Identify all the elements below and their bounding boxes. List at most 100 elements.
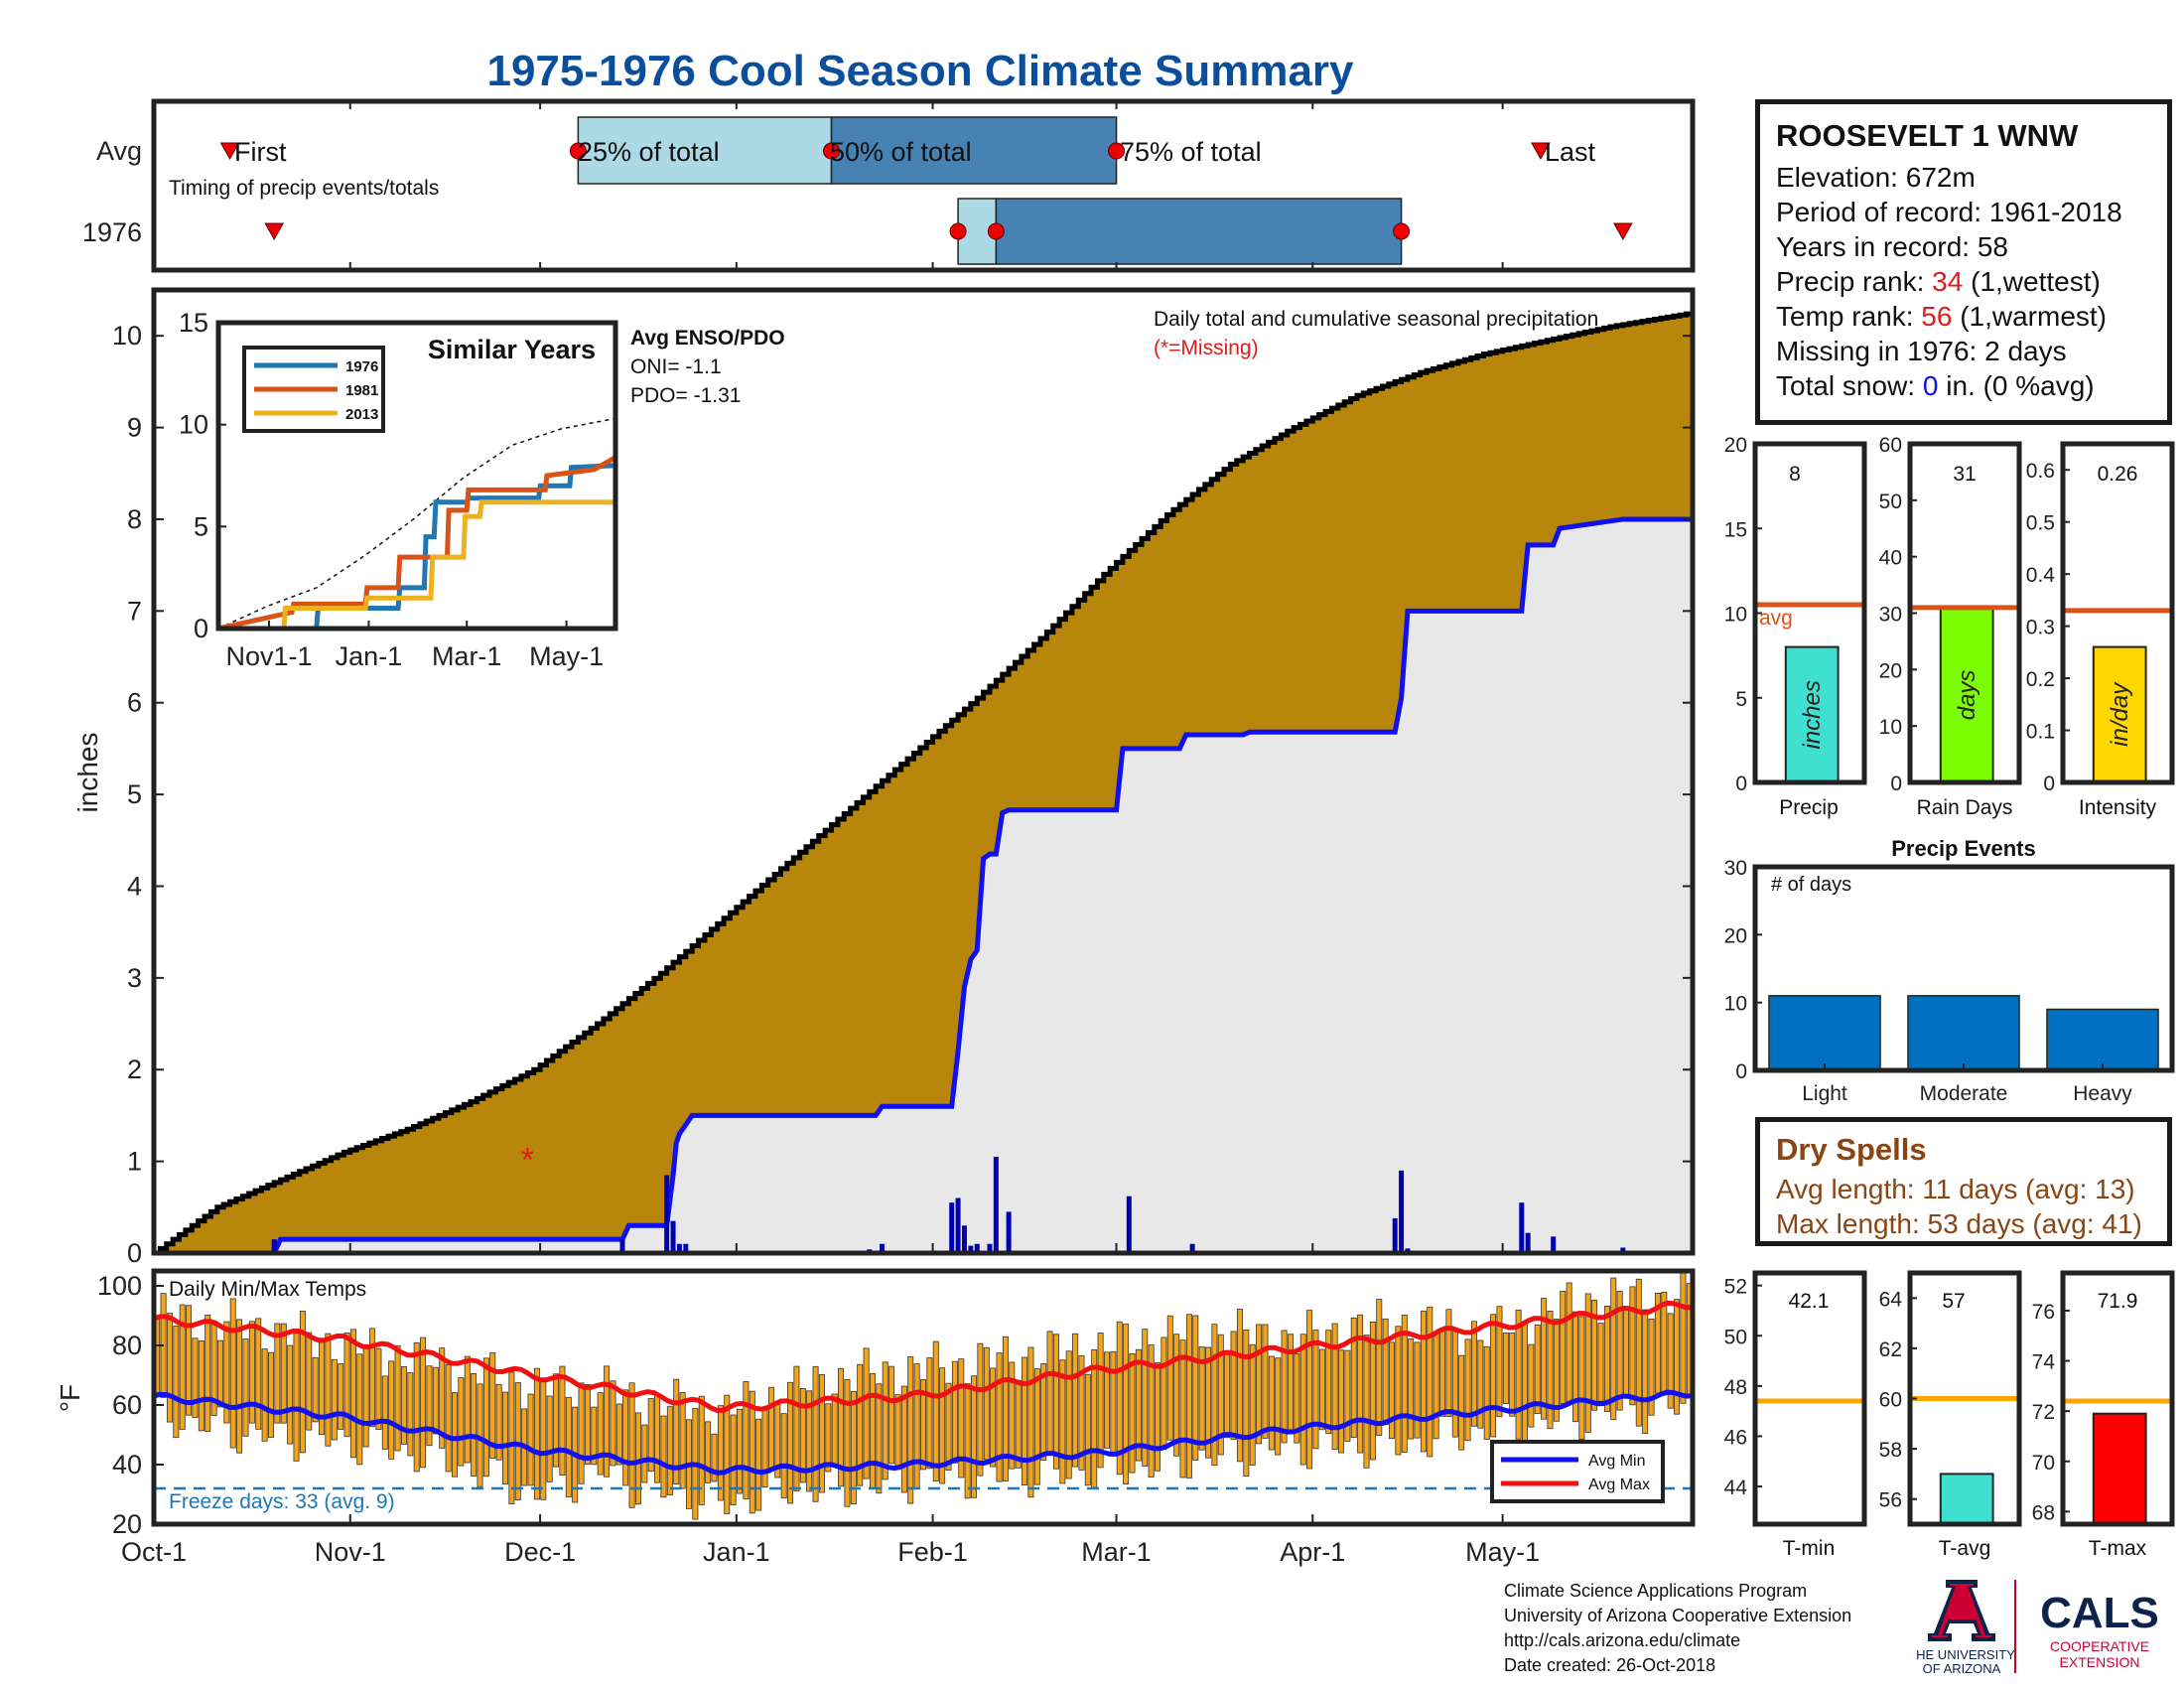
daily-temp-bar-22 [293,1332,300,1462]
daily-temp-bar-239 [1667,1313,1674,1409]
precip-bar-avg-label: avg [1759,607,1793,630]
tmin-bar-panel: 44 46 48 50 52 T-min 42.1 [1724,1270,1867,1560]
daily-temp-bar-196 [1395,1326,1402,1456]
daily-temp-bar-195 [1389,1341,1396,1440]
daily-temp-bar-139 [1033,1368,1040,1485]
daily-temp-bar-78 [647,1398,654,1473]
daily-temp-bar-152 [1116,1321,1123,1476]
daily-temp-bar-193 [1376,1299,1383,1437]
daily-temp-bar-25 [312,1356,319,1423]
tmin-ytick-label-1: 46 [1724,1426,1747,1449]
daily-temp-bar-5 [186,1305,193,1416]
daily-temp-bar-130 [977,1342,984,1477]
daily-temp-bar-204 [1445,1309,1452,1417]
daily-temp-bar-62 [546,1395,553,1482]
precip-value-bar [1784,645,1840,783]
intensity-bar-frame [2060,441,2175,785]
daily-temp-bar-107 [831,1393,838,1468]
tmax-ytick-label-3: 74 [2032,1351,2056,1374]
precip-bar-text: inches [1799,680,1826,749]
daily-temp-bar-217 [1528,1343,1535,1428]
observed-cumulative-area [154,518,1693,1253]
temps-panel: 20 40 60 80 100 Oct-1 Nov-1 Dec-1 Jan-1 Feb-1 Mar-… [55,1268,1696,1567]
tavg-bar-frame [1907,1270,2022,1527]
precip-rank-value: 34 [1932,266,1964,297]
main-ytick-label-10: 10 [112,321,142,351]
station-snow: Total snow: 0 in. (0 %avg) [1776,368,2151,403]
tmin-bar-frame [1752,1270,1867,1527]
daily-temp-bar-86 [698,1395,705,1505]
station-period: Period of record: 1961-2018 [1776,197,2122,227]
daily-temp-bar-124 [939,1367,946,1484]
similar-years-inset: 0 5 10 15 Nov1-1 Jan-1 Mar-1 May-1 Similar Year… [179,308,618,671]
daily-temp-bar-224 [1572,1311,1578,1423]
footer-line-3[interactable]: http://cals.arizona.edu/climate [1504,1630,1741,1650]
daily-temp-bar-89 [717,1405,724,1501]
daily-temp-bar-68 [584,1384,591,1465]
daily-temp-bar-27 [325,1333,332,1447]
daily-temp-bar-100 [787,1381,794,1504]
daily-temp-bar-33 [362,1347,369,1448]
main-ytick-label-1: 1 [127,1147,142,1177]
temps-ylabel: °F [55,1384,85,1412]
precip-rank-suffix: (1,wettest) [1963,266,2101,297]
daily-temp-bar-174 [1256,1324,1263,1445]
daily-temp-bar-30 [343,1333,350,1438]
daily-temp-bar-53 [489,1351,496,1460]
daily-temp-bar-23 [299,1311,306,1454]
precip-ytick-label-2: 10 [1724,604,1747,627]
avg-cumulative-line [154,311,1696,1256]
timing-q75-label: 75% of total [1120,137,1262,167]
rain-days-bar-panel: days 0 10 20 30 40 50 60 Rain Days 31 [1879,434,2022,819]
daily-temp-bar-140 [1040,1362,1047,1461]
daily-temp-bar-161 [1173,1334,1180,1457]
daily-temp-bar-64 [559,1365,566,1477]
tavg-value-bar [1939,1473,1994,1526]
daily-temp-bar-104 [812,1365,819,1502]
intensity-ytick-label-4: 0.4 [2026,564,2056,587]
daily-temp-bar-175 [1262,1324,1269,1439]
daily-temp-bar-191 [1363,1335,1370,1469]
daily-temp-bar-93 [743,1380,750,1500]
main-xtick-label-4: Feb-1 [897,1537,968,1567]
daily-precip-bar-1 [619,1239,625,1253]
daily-temp-bar-147 [1084,1373,1091,1486]
timing-frame [151,98,1696,273]
timing-label-1976: 1976 [82,217,142,247]
daily-temp-bar-17 [261,1348,268,1442]
daily-temp-bar-128 [964,1383,971,1499]
daily-temp-bar-114 [876,1383,883,1494]
tmax-ytick-label-4: 76 [2032,1301,2055,1324]
precip-bar-frame [1752,441,1867,785]
inset-avg-dashed-line [217,417,616,630]
main-xtick-label-3: Jan-1 [703,1537,770,1567]
daily-temp-bar-219 [1541,1298,1548,1420]
daily-temp-bar-70 [597,1392,604,1476]
daily-temp-bar-216 [1521,1321,1528,1445]
daily-temp-bar-172 [1243,1329,1250,1477]
precip-events-ytick-label-2: 20 [1724,924,1747,947]
temps-ytick-label-2: 60 [112,1390,142,1420]
daily-temp-bar-197 [1401,1315,1408,1453]
daily-temp-bar-59 [527,1393,534,1486]
tmax-bar-frame [2060,1270,2175,1527]
inset-series-line-2013 [218,499,615,632]
timing-q25-label: 25% of total [578,137,720,167]
daily-precip-bar-19 [1399,1170,1405,1253]
daily-temp-bar-15 [248,1321,255,1424]
daily-temp-bar-181 [1299,1334,1306,1466]
daily-temp-bar-143 [1059,1359,1066,1484]
daily-precip-bar-8 [949,1202,955,1253]
daily-precip-bar-11 [968,1245,974,1253]
daily-temp-bar-179 [1287,1334,1294,1433]
timing-first-label: First [234,137,287,167]
daily-precip-bar-7 [880,1243,886,1253]
daily-temp-bar-154 [1129,1352,1136,1474]
tavg-bar-value: 57 [1942,1290,1965,1313]
tavg-bar-xlabel: T-avg [1939,1537,1991,1560]
daily-temp-bar-214 [1509,1332,1516,1417]
daily-temp-bar-156 [1142,1329,1149,1467]
daily-temp-bar-182 [1306,1310,1313,1470]
daily-temp-bar-173 [1249,1343,1256,1466]
daily-temp-bar-117 [894,1394,901,1471]
